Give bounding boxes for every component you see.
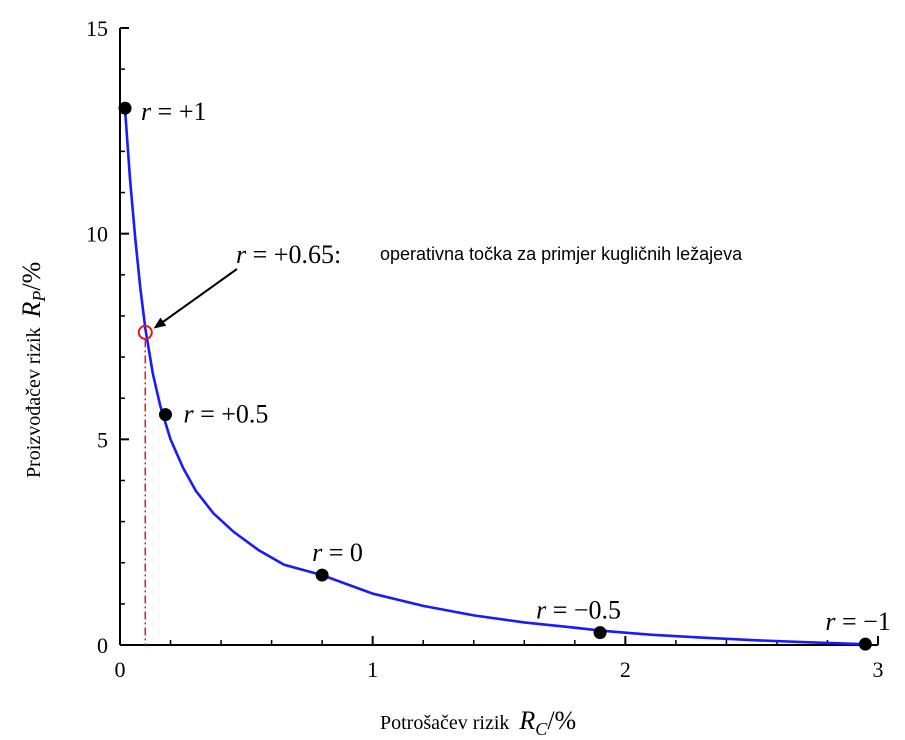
op-label-symbol: r — [236, 240, 247, 269]
y-tick-label: 5 — [97, 427, 108, 452]
data-point — [118, 101, 132, 115]
op-label-value: = +0.65: — [246, 240, 341, 269]
y-axis-symbol: R — [17, 302, 46, 319]
point-label-symbol: r — [183, 400, 194, 429]
y-axis-title: Proizvođačev rizik RP/% — [17, 262, 49, 478]
y-axis-label: Proizvođačev rizik — [23, 328, 45, 479]
data-point — [593, 626, 607, 640]
point-label-value: = +1 — [151, 97, 206, 126]
ticks — [119, 27, 879, 646]
y-tick-label: 15 — [86, 16, 108, 41]
data-points — [118, 101, 872, 651]
point-label-symbol: r — [312, 538, 323, 567]
data-point-label: r = 0 — [312, 538, 363, 567]
y-axis-subscript: P — [29, 291, 49, 303]
data-point — [315, 568, 329, 582]
point-label-value: = −1 — [835, 607, 890, 636]
x-axis-subscript: C — [535, 719, 548, 739]
operating-point-marker — [137, 324, 153, 340]
data-point-label: r = −1 — [825, 607, 890, 636]
x-axis-label: Potrošačev rizik — [380, 712, 509, 734]
point-label-value: = +0.5 — [194, 400, 269, 429]
data-point — [158, 408, 172, 422]
y-tick-label: 0 — [97, 633, 108, 658]
point-label-symbol: r — [536, 596, 547, 625]
data-point-label: r = +1 — [141, 97, 206, 126]
axes — [119, 28, 878, 646]
x-axis-unit: /% — [547, 706, 576, 735]
y-tick-label: 10 — [86, 222, 108, 247]
data-point-label: r = +0.5 — [183, 400, 268, 429]
x-tick-label: 2 — [620, 657, 631, 682]
y-axis-unit: /% — [17, 262, 46, 291]
x-tick-label: 0 — [115, 657, 126, 682]
point-label-symbol: r — [825, 607, 836, 636]
operating-point-label: r = +0.65: — [236, 240, 341, 269]
point-label-value: = −0.5 — [546, 596, 621, 625]
operating-point-arrow — [153, 268, 238, 329]
risk-curve — [123, 110, 866, 646]
data-point-labels: r = +1r = +0.5r = 0r = −0.5 r = −1 — [141, 97, 891, 636]
tick-labels: 0 5 10 15 0 1 2 3 — [86, 16, 884, 682]
operating-point-note: operativna točka za primjer kugličnih le… — [380, 244, 743, 264]
point-label-symbol: r — [141, 97, 152, 126]
data-point — [858, 637, 872, 651]
x-tick-label: 1 — [367, 657, 378, 682]
data-point-label: r = −0.5 — [536, 596, 621, 625]
point-label-value: = 0 — [322, 538, 363, 567]
x-axis-symbol: R — [518, 706, 535, 735]
x-tick-label: 3 — [873, 657, 884, 682]
x-axis-title: Potrošačev rizik RC/% — [380, 706, 576, 739]
